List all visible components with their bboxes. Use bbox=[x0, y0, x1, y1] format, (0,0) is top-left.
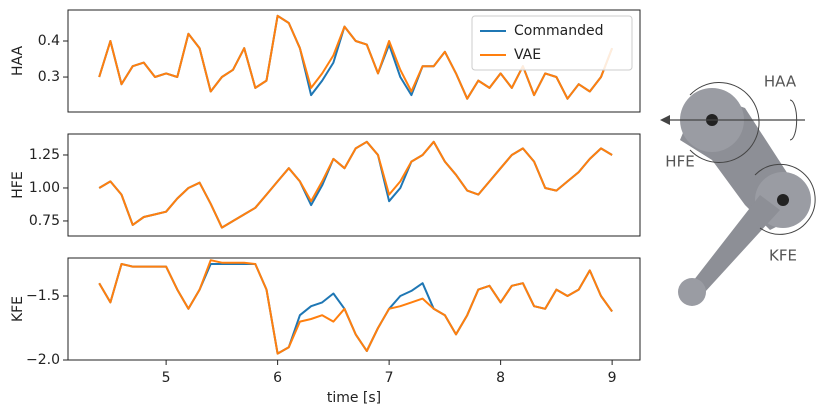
y-tick-label: 0.4 bbox=[38, 33, 60, 49]
plot-frame bbox=[67, 9, 641, 113]
shin bbox=[690, 195, 780, 292]
x-tick-label: 7 bbox=[385, 370, 394, 386]
y-tick-label: 1.00 bbox=[29, 180, 60, 196]
legend-label: Commanded bbox=[514, 23, 603, 39]
x-tick-label: 9 bbox=[608, 370, 617, 386]
y-tick-label: 1.25 bbox=[29, 147, 60, 163]
y-tick-label: 0.75 bbox=[29, 213, 60, 229]
y-axis-label: HAA bbox=[10, 46, 26, 76]
y-tick-label: −2.0 bbox=[26, 352, 60, 368]
robot-leg: HAA HFE KFE bbox=[660, 73, 816, 306]
series-line bbox=[98, 140, 613, 229]
x-axis-label: time [s] bbox=[327, 390, 381, 406]
joint-label: HFE bbox=[665, 153, 694, 171]
x-tick-label: 8 bbox=[496, 370, 505, 386]
arrow-head bbox=[660, 115, 670, 125]
y-axis-label: HFE bbox=[10, 171, 26, 198]
plot-frame bbox=[67, 133, 641, 237]
kfe-rotation bbox=[754, 163, 816, 235]
haa-rotation bbox=[789, 99, 798, 141]
series-line bbox=[98, 140, 613, 229]
y-tick-label: −1.5 bbox=[26, 288, 60, 304]
foot bbox=[678, 278, 706, 306]
x-tick-label: 6 bbox=[273, 370, 282, 386]
joint-label: KFE bbox=[769, 247, 797, 265]
joint-label: HAA bbox=[764, 73, 797, 91]
x-tick-label: 5 bbox=[162, 370, 171, 386]
series-line bbox=[98, 263, 613, 355]
plot-frame bbox=[67, 257, 641, 361]
series-line bbox=[98, 259, 613, 355]
y-axis-label: KFE bbox=[10, 296, 26, 322]
legend-box bbox=[471, 15, 633, 71]
y-tick-label: 0.3 bbox=[38, 69, 60, 85]
hfe-rotation bbox=[689, 82, 760, 163]
series-line bbox=[98, 14, 614, 100]
legend-label: VAE bbox=[514, 47, 541, 63]
knee-axis bbox=[777, 194, 789, 206]
legend: Commanded VAE bbox=[471, 15, 633, 71]
